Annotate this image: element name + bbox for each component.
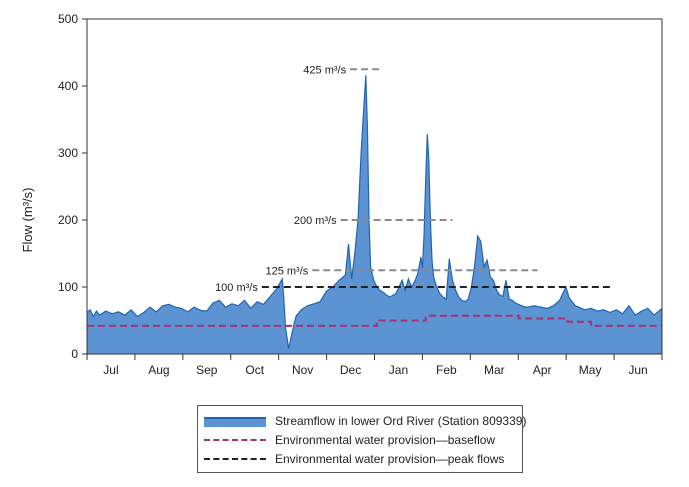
legend-item-baseflow: Environmental water provision—baseflow: [204, 431, 495, 449]
y-tick-label: 400: [58, 79, 78, 93]
x-tick-label-nov: Nov: [292, 363, 313, 377]
legend: Streamflow in lower Ord River (Station 8…: [197, 405, 526, 473]
y-axis-title: Flow (m³/s): [20, 188, 35, 253]
x-tick-label-aug: Aug: [148, 363, 169, 377]
reference-label-200: 200 m³/s: [294, 215, 337, 227]
reference-label-425: 425 m³/s: [303, 64, 346, 76]
reference-labels: 100 m³/s 125 m³/s 200 m³/s 425 m³/s: [215, 64, 347, 294]
legend-swatch-baseflow: [204, 434, 266, 446]
x-tick-label-feb: Feb: [436, 363, 457, 377]
x-tick-label-jun: Jun: [628, 363, 647, 377]
y-tick-label: 100: [58, 280, 78, 294]
axes: 0 100 200 300 400 500 Jul Aug Sep Oct Nov Dec Jan Feb…: [58, 12, 663, 377]
legend-swatch-peak: [204, 453, 266, 465]
x-tick-label-sep: Sep: [196, 363, 218, 377]
streamflow-area: [87, 75, 662, 355]
legend-label-baseflow: Environmental water provision—baseflow: [275, 433, 496, 447]
streamflow-line: [86, 75, 663, 349]
x-tick-label-mar: Mar: [484, 363, 505, 377]
legend-swatch-streamflow: [204, 415, 266, 427]
y-tick-label: 500: [58, 12, 78, 26]
legend-label-peak: Environmental water provision—peak flows: [275, 452, 505, 466]
x-tick-label-jan: Jan: [389, 363, 408, 377]
baseflow-line: [87, 314, 662, 327]
y-tick-label: 200: [58, 213, 78, 227]
reference-label-100: 100 m³/s: [215, 282, 258, 294]
legend-item-peak: Environmental water provision—peak flows: [204, 450, 504, 468]
y-tick-label: 300: [58, 146, 78, 160]
reference-label-125: 125 m³/s: [265, 265, 308, 277]
plot-area: [86, 68, 663, 355]
x-tick-label-dec: Dec: [340, 363, 361, 377]
y-tick-label: 0: [71, 347, 78, 361]
legend-label-streamflow: Streamflow in lower Ord River (Station 8…: [275, 414, 527, 428]
x-tick-label-apr: Apr: [533, 363, 552, 377]
x-tick-label-may: May: [579, 363, 602, 377]
legend-item-streamflow: Streamflow in lower Ord River (Station 8…: [204, 412, 526, 430]
x-tick-label-oct: Oct: [245, 363, 264, 377]
x-tick-label-jul: Jul: [103, 363, 118, 377]
